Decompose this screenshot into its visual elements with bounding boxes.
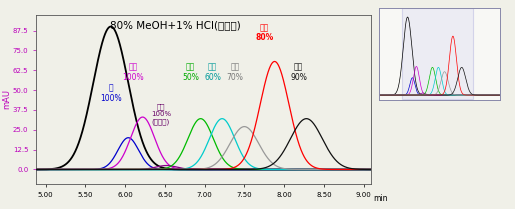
X-axis label: min: min bbox=[373, 194, 388, 203]
Text: 주정
80%: 주정 80% bbox=[255, 23, 273, 42]
Y-axis label: mAU: mAU bbox=[3, 89, 11, 109]
Text: 물
100%: 물 100% bbox=[100, 83, 122, 103]
Text: 주정
90%: 주정 90% bbox=[290, 63, 307, 82]
Text: 주정
70%: 주정 70% bbox=[227, 63, 243, 82]
Text: 주정
100%: 주정 100% bbox=[122, 63, 144, 82]
Text: 80% MeOH+1% HCl(대조군): 80% MeOH+1% HCl(대조군) bbox=[110, 20, 241, 30]
Text: 핵산
100%
(불검출): 핵산 100% (불검출) bbox=[151, 104, 171, 125]
Text: 주정
60%: 주정 60% bbox=[204, 63, 221, 82]
Text: 주정
50%: 주정 50% bbox=[182, 63, 199, 82]
Bar bbox=[402, 8, 473, 99]
